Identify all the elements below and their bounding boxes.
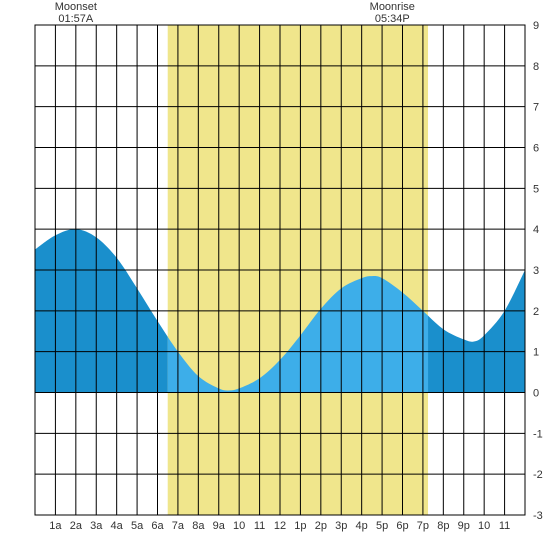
y-tick-label: 1	[533, 347, 539, 359]
y-tick-label: -3	[533, 510, 543, 522]
y-tick-label: 4	[533, 224, 539, 236]
x-tick-label: 6p	[396, 520, 408, 532]
x-tick-label: 7a	[172, 520, 185, 532]
x-tick-label: 1p	[294, 520, 306, 532]
x-tick-label: 11	[254, 520, 265, 532]
x-tick-label: 3a	[90, 520, 103, 532]
y-tick-label: -2	[533, 469, 543, 481]
x-tick-label: 10	[478, 520, 490, 532]
x-tick-label: 11	[499, 520, 510, 532]
x-tick-label: 9a	[213, 520, 226, 532]
chart-svg: -3-2-101234567891a2a3a4a5a6a7a8a9a101112…	[0, 0, 550, 550]
moonset-label: Moonset	[55, 1, 97, 13]
x-tick-label: 8p	[437, 520, 449, 532]
y-tick-label: 3	[533, 265, 539, 277]
x-tick-label: 3p	[335, 520, 347, 532]
x-tick-label: 4a	[111, 520, 124, 532]
y-tick-label: 9	[533, 20, 539, 32]
y-tick-label: 6	[533, 143, 539, 155]
y-tick-label: 0	[533, 388, 539, 400]
x-tick-label: 9p	[458, 520, 470, 532]
x-tick-label: 8a	[192, 520, 205, 532]
x-tick-label: 2a	[70, 520, 83, 532]
x-tick-label: 2p	[315, 520, 327, 532]
y-tick-label: -1	[533, 428, 543, 440]
x-tick-label: 10	[233, 520, 245, 532]
moonset-time: 01:57A	[58, 13, 94, 25]
x-tick-label: 7p	[417, 520, 429, 532]
x-tick-label: 6a	[151, 520, 164, 532]
x-tick-label: 5p	[376, 520, 388, 532]
y-tick-label: 8	[533, 61, 539, 73]
tide-chart: -3-2-101234567891a2a3a4a5a6a7a8a9a101112…	[0, 0, 550, 550]
x-tick-label: 1a	[49, 520, 62, 532]
moonrise-label: Moonrise	[370, 1, 415, 13]
x-tick-label: 4p	[356, 520, 368, 532]
x-tick-label: 5a	[131, 520, 144, 532]
y-tick-label: 7	[533, 102, 539, 114]
moonrise-time: 05:34P	[375, 13, 410, 25]
y-tick-label: 2	[533, 306, 539, 318]
y-tick-label: 5	[533, 183, 539, 195]
x-tick-label: 12	[274, 520, 286, 532]
